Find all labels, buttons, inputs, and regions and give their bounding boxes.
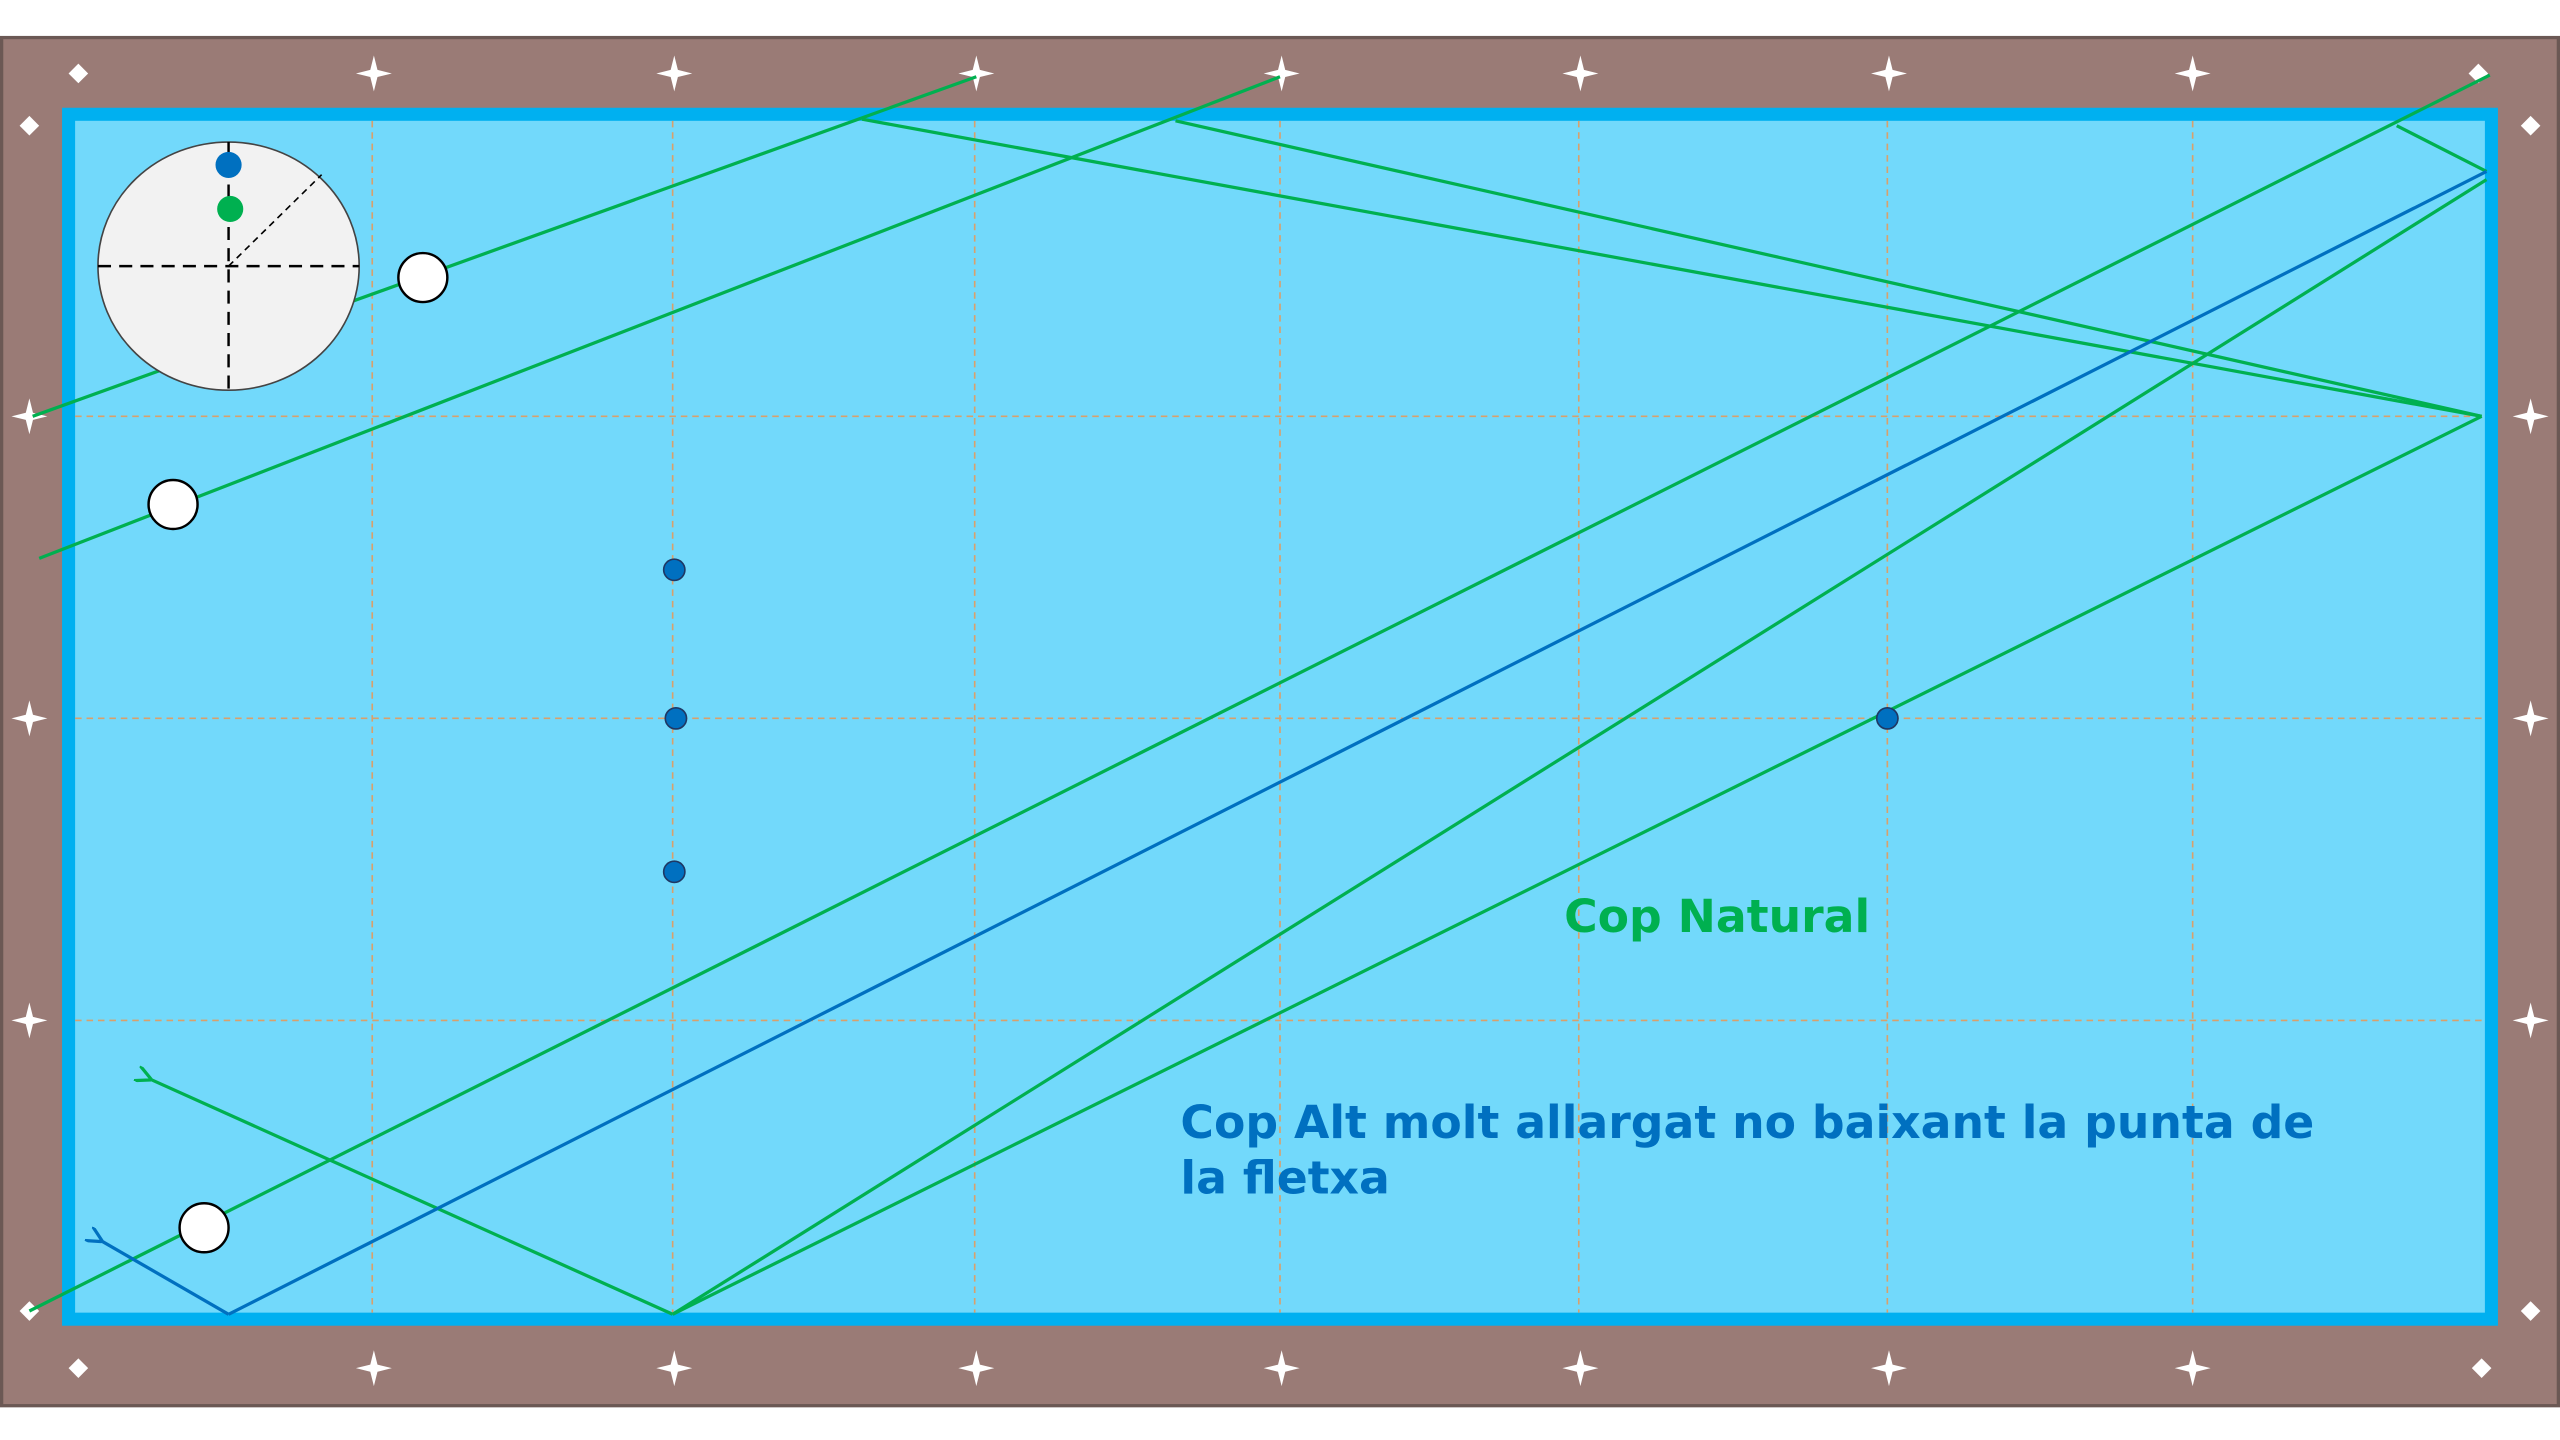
- rail-star: [656, 55, 693, 92]
- rail-diamond: [2520, 115, 2541, 136]
- balls: [147, 251, 449, 1254]
- blue-spin-dot: [215, 151, 242, 178]
- rail-star: [2512, 1002, 2549, 1039]
- rail-diamond: [68, 63, 89, 84]
- green-path: [28, 73, 2491, 1313]
- rail-star: [1562, 1350, 1599, 1387]
- rail-diamond: [2520, 1301, 2541, 1321]
- rail-diamond: [19, 115, 40, 136]
- rail-star: [2174, 1350, 2211, 1387]
- rail-star: [11, 1002, 48, 1039]
- rail-star: [1263, 55, 1300, 92]
- white-ball: [397, 251, 449, 304]
- rail-star: [656, 1350, 693, 1387]
- green-path: [861, 117, 2482, 418]
- rail-star: [2174, 55, 2211, 92]
- dot: [662, 558, 686, 582]
- green-spin-dot: [217, 195, 244, 223]
- rail-star: [11, 398, 48, 435]
- rail-star: [2512, 398, 2549, 435]
- rail-star: [2512, 700, 2549, 737]
- rail-star: [958, 55, 995, 92]
- rail-star: [1871, 55, 1907, 92]
- blue-path: [101, 1241, 230, 1316]
- green-path: [150, 1079, 674, 1316]
- spin-diagram: [97, 141, 360, 392]
- rail-star: [355, 55, 392, 92]
- green-path: [671, 414, 2483, 1316]
- white-ball: [147, 478, 199, 531]
- rail-star: [1263, 1350, 1300, 1387]
- dot: [664, 706, 688, 730]
- dot: [662, 860, 686, 884]
- blue-paths: [101, 169, 2488, 1316]
- green-path: [2395, 124, 2488, 173]
- label-natural: Cop Natural: [1564, 890, 1870, 943]
- axis: [227, 174, 323, 267]
- label-alt: Cop Alt molt allargat no baixant la punt…: [1180, 1096, 2314, 1149]
- blue-path: [227, 169, 2488, 1316]
- rail-star: [1562, 55, 1599, 92]
- rail-star: [1871, 1350, 1907, 1387]
- green-path: [1175, 119, 2482, 418]
- rail-star: [11, 700, 48, 737]
- green-paths: [28, 73, 2491, 1316]
- label-alt: la fletxa: [1180, 1151, 1389, 1204]
- dot: [1875, 706, 1899, 730]
- rail-star: [355, 1350, 392, 1387]
- rail-star: [958, 1350, 995, 1387]
- white-ball: [178, 1202, 230, 1254]
- green-path: [671, 178, 2488, 1316]
- position-dots: [662, 558, 1899, 884]
